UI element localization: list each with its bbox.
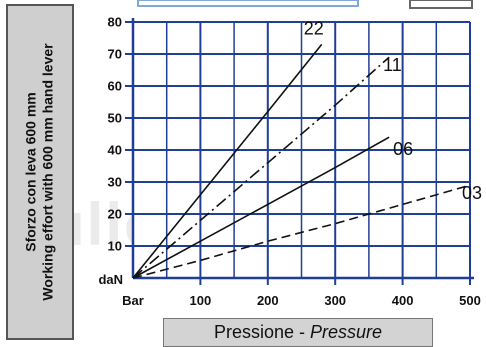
x-tick-label: 400 (392, 293, 414, 308)
y-axis-label-box: Sforzo con leva 600 mm Working effort wi… (6, 4, 74, 340)
series-label-22: 22 (304, 18, 324, 38)
x-tick-label: 500 (459, 293, 481, 308)
y-tick-label: 20 (108, 207, 122, 222)
x-tick-label: 300 (324, 293, 346, 308)
x-axis-label-box: Pressione - Pressure (163, 318, 433, 347)
x-tick-label: 200 (257, 293, 279, 308)
x-axis-label-main: Pressione (213, 322, 294, 342)
series-line-11 (132, 56, 390, 279)
y-unit-label: daN (98, 272, 123, 287)
y-tick-label: 80 (108, 15, 122, 30)
y-tick-label: 30 (108, 175, 122, 190)
series-line-06 (132, 136, 390, 279)
x-axis-label-italic: Pressure (310, 322, 383, 342)
top-toolbar-strip (0, 0, 486, 14)
y-tick-label: 70 (108, 47, 122, 62)
series-line-22 (132, 43, 323, 279)
series-label-03: 03 (462, 183, 482, 203)
x-unit-label: Bar (122, 293, 144, 308)
y-tick-label: 50 (108, 111, 122, 126)
y-tick-label: 60 (108, 79, 122, 94)
x-tick-label: 100 (190, 293, 212, 308)
series-label-06: 06 (393, 139, 413, 159)
x-axis-label-sep: - (294, 322, 310, 342)
y-tick-label: 10 (108, 239, 122, 254)
y-tick-label: 40 (108, 143, 122, 158)
series-label-11: 11 (383, 55, 402, 75)
series-line-03 (132, 184, 471, 279)
